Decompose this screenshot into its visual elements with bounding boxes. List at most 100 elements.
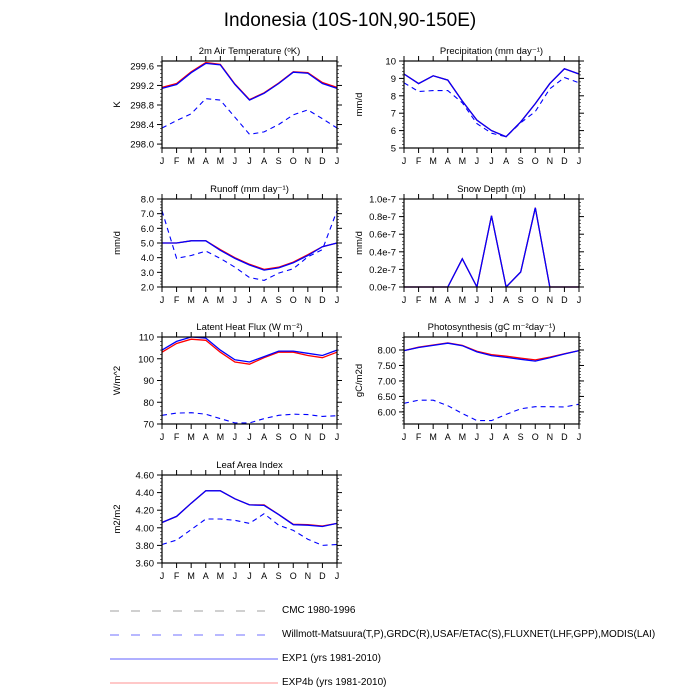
x-tick-label: J — [489, 156, 494, 166]
y-tick-label: 7.0 — [141, 209, 154, 220]
plot-frame — [161, 198, 338, 288]
y-tick-label: 8.00 — [378, 346, 397, 357]
x-tick-label: J — [577, 432, 582, 442]
y-tick-label: 8 — [391, 91, 396, 102]
x-tick-label: J — [160, 156, 165, 166]
x-tick-label: O — [532, 156, 539, 166]
x-tick-label: O — [290, 156, 297, 166]
x-tick-label: D — [319, 571, 326, 581]
x-tick-label: A — [261, 156, 267, 166]
y-tick-label: 0.4e-7 — [369, 247, 396, 258]
x-tick-label: J — [233, 295, 238, 305]
y-tick-label: 0.2e-7 — [369, 265, 396, 276]
x-tick-label: D — [561, 156, 568, 166]
x-tick-label: S — [276, 432, 282, 442]
panel-title: Precipitation (mm day⁻¹) — [440, 46, 543, 57]
x-tick-label: O — [290, 432, 297, 442]
y-axis-label: gC/m2d — [354, 364, 365, 397]
series-exp1-line — [161, 62, 338, 101]
x-tick-label: J — [577, 156, 582, 166]
y-tick-label: 1.0e-7 — [369, 195, 396, 206]
x-tick-label: S — [276, 571, 282, 581]
x-tick-label: J — [233, 571, 238, 581]
legend-label-exp4b: EXP4b (yrs 1981-2010) — [282, 677, 387, 688]
x-tick-label: F — [416, 295, 422, 305]
x-tick-label: A — [503, 156, 509, 166]
y-tick-label: 0.0e-7 — [369, 283, 396, 294]
x-tick-label: M — [187, 571, 195, 581]
series-obs-line — [161, 513, 338, 546]
x-tick-label: A — [203, 295, 209, 305]
y-tick-label: 298.8 — [130, 100, 154, 111]
x-tick-label: J — [475, 295, 480, 305]
x-tick-label: O — [532, 295, 539, 305]
series-exp4b-line — [161, 61, 338, 101]
x-tick-label: O — [290, 295, 297, 305]
plot-frame — [403, 60, 580, 149]
panel-title: Snow Depth (m) — [457, 184, 526, 195]
series-exp4b-line — [161, 490, 338, 527]
x-tick-label: A — [445, 156, 451, 166]
y-axis-label: mm/d — [354, 93, 365, 117]
y-axis-label: mm/d — [354, 231, 365, 255]
x-tick-label: A — [445, 432, 451, 442]
x-tick-label: A — [261, 432, 267, 442]
legend-label-exp1: EXP1 (yrs 1981-2010) — [282, 653, 381, 664]
series-obs-line — [403, 76, 580, 138]
y-axis-label: W/m^2 — [112, 366, 123, 395]
x-tick-label: F — [174, 432, 180, 442]
series-exp4b-line — [161, 338, 338, 365]
x-tick-label: M — [217, 295, 225, 305]
panel-title: Leaf Area Index — [216, 460, 283, 471]
x-tick-label: D — [561, 432, 568, 442]
x-tick-label: A — [203, 571, 209, 581]
x-tick-label: J — [577, 295, 582, 305]
y-tick-label: 299.6 — [130, 61, 154, 72]
series-obs-line — [403, 399, 580, 422]
x-tick-label: A — [261, 295, 267, 305]
y-tick-label: 5.0 — [141, 239, 154, 250]
x-tick-label: M — [217, 156, 225, 166]
x-tick-label: J — [489, 295, 494, 305]
y-tick-label: 8.0 — [141, 195, 154, 206]
series-exp1-line — [403, 342, 580, 362]
x-tick-label: A — [503, 432, 509, 442]
x-tick-label: S — [518, 156, 524, 166]
y-tick-label: 6.00 — [378, 407, 397, 418]
x-tick-label: S — [276, 156, 282, 166]
y-tick-label: 0.6e-7 — [369, 230, 396, 241]
x-tick-label: J — [233, 432, 238, 442]
x-tick-label: S — [518, 432, 524, 442]
y-tick-label: 2.0 — [141, 283, 154, 294]
x-tick-label: F — [416, 156, 422, 166]
x-tick-label: F — [174, 571, 180, 581]
legend-label-obs: Willmott-Matsuura(T,P),GRDC(R),USAF/ETAC… — [282, 629, 656, 640]
x-tick-label: M — [187, 295, 195, 305]
panel-title: Latent Heat Flux (W m⁻²) — [196, 322, 302, 333]
y-tick-label: 4.20 — [136, 506, 155, 517]
x-tick-label: A — [203, 432, 209, 442]
y-tick-label: 110 — [139, 333, 154, 344]
series-obs-line — [161, 210, 338, 281]
y-tick-label: 7.50 — [378, 361, 397, 372]
series-obs-line — [161, 412, 338, 424]
panel-title: Runoff (mm day⁻¹) — [210, 184, 289, 195]
x-tick-label: J — [247, 295, 252, 305]
plot-frame — [161, 336, 338, 425]
x-tick-label: J — [247, 156, 252, 166]
y-tick-label: 298.4 — [130, 120, 154, 131]
x-tick-label: O — [290, 571, 297, 581]
x-tick-label: J — [402, 432, 407, 442]
y-tick-label: 4.00 — [136, 523, 155, 534]
y-tick-label: 298.0 — [130, 140, 154, 151]
series-exp1-line — [162, 240, 338, 271]
panel-title: Photosynthesis (gC m⁻²day⁻¹) — [428, 322, 556, 333]
y-tick-label: 7 — [391, 109, 396, 120]
x-tick-label: D — [319, 156, 326, 166]
series-exp1-line — [404, 207, 579, 289]
x-tick-label: M — [187, 156, 195, 166]
x-tick-label: M — [217, 432, 225, 442]
x-tick-label: A — [261, 571, 267, 581]
series-exp1-line — [403, 68, 580, 138]
